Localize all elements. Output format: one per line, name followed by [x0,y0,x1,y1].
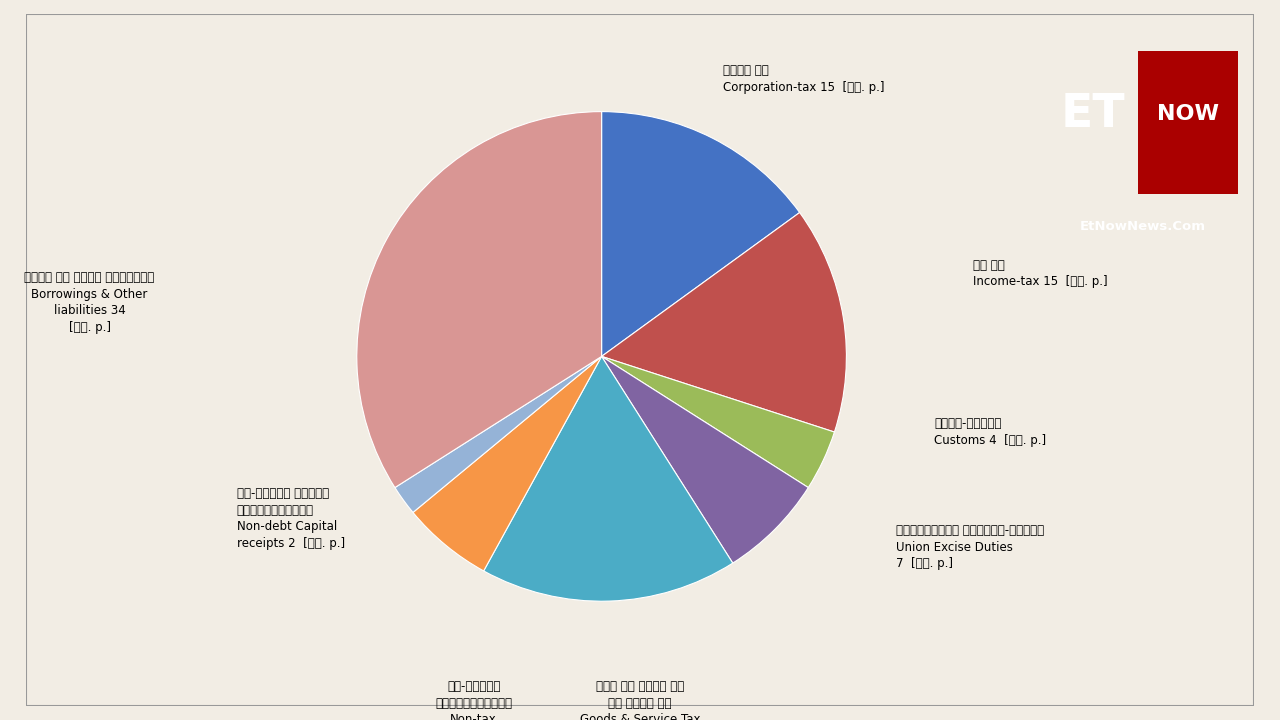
Bar [1138,51,1238,194]
Wedge shape [396,356,602,513]
Wedge shape [602,356,835,487]
Text: केन्द्रीय उत्पाद-शुल्क
Union Excise Duties
7  [पै. p.]: केन्द्रीय उत्पाद-शुल्क Union Excise Duti… [896,524,1044,570]
Wedge shape [602,112,800,356]
Text: EtNowNews.Com: EtNowNews.Com [1079,220,1206,233]
Wedge shape [413,356,602,571]
Text: NOW: NOW [1157,104,1219,125]
Text: निगम कर
Corporation-tax 15  [पै. p.]: निगम कर Corporation-tax 15 [पै. p.] [723,65,884,94]
Text: ET: ET [1061,92,1125,137]
Text: ऋण-भिन्न पूंजी
प्राप्तियां
Non-debt Capital
receipts 2  [पै. p.]: ऋण-भिन्न पूंजी प्राप्तियां Non-debt Capi… [237,487,344,549]
Text: आय कर
Income-tax 15  [पै. p.]: आय कर Income-tax 15 [पै. p.] [973,259,1107,288]
Text: उधार और अन्य देयताएं
Borrowings & Other
liabilities 34
[पै. p.]: उधार और अन्य देयताएं Borrowings & Other … [24,271,155,333]
Text: माल और सेवा कर
और अन्य कर
Goods & Service Tax
& Other taxes 17  [पै. p.]: माल और सेवा कर और अन्य कर Goods & Servic… [564,680,716,720]
Text: कर-भिन्न
प्राप्तियां
Non-tax
receipts 6  [पै. p.]: कर-भिन्न प्राप्तियां Non-tax receipts 6 … [420,680,527,720]
Text: सीमा-शुल्क
Customs 4  [पै. p.]: सीमा-शुल्क Customs 4 [पै. p.] [934,418,1047,446]
Wedge shape [602,356,808,563]
Wedge shape [484,356,732,601]
Wedge shape [357,112,602,487]
Wedge shape [602,212,846,432]
